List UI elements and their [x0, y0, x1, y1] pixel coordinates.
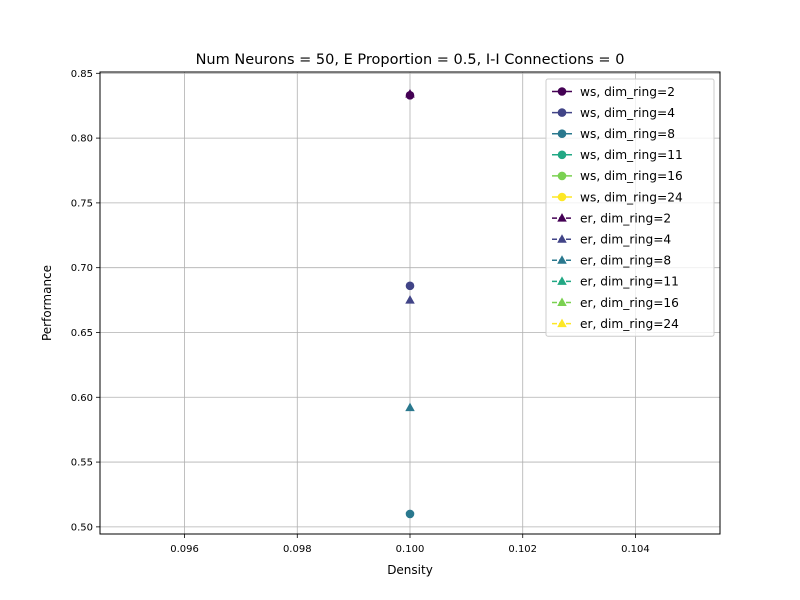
data-point [405, 89, 415, 98]
x-tick-label: 0.104 [621, 544, 650, 555]
legend-label: er, dim_ring=4 [580, 233, 671, 247]
data-point [405, 281, 415, 291]
x-tick-label: 0.100 [396, 544, 425, 555]
y-tick-label: 0.55 [71, 458, 93, 469]
legend-label: er, dim_ring=24 [580, 317, 679, 331]
x-tick-label: 0.098 [283, 544, 312, 555]
x-axis-label: Density [387, 563, 433, 577]
y-tick-label: 0.65 [71, 328, 93, 339]
y-axis-label: Performance [40, 265, 54, 341]
y-tick-label: 0.85 [71, 69, 93, 80]
data-point [405, 509, 415, 519]
y-tick-label: 0.80 [71, 134, 93, 145]
legend-marker [557, 276, 567, 285]
y-tick-label: 0.75 [71, 198, 93, 209]
legend-marker [557, 297, 567, 306]
legend-label: er, dim_ring=16 [580, 296, 679, 310]
legend-marker [557, 171, 567, 181]
x-axis-ticks: 0.096 0.098 0.100 0.102 0.104 [170, 534, 650, 555]
legend-marker [557, 108, 567, 117]
legend-marker [557, 255, 567, 264]
y-tick-label: 0.50 [71, 522, 93, 533]
chart-title: Num Neurons = 50, E Proportion = 0.5, I-… [196, 52, 625, 68]
y-axis-ticks: 0.50 0.55 0.60 0.65 0.70 0.75 0.80 0.85 [71, 69, 100, 533]
legend: ws, dim_ring=2 ws, dim_ring=4 ws, dim_ring… [545, 78, 715, 337]
legend-label: ws, dim_ring=11 [580, 148, 683, 162]
legend-label: er, dim_ring=11 [580, 275, 679, 289]
legend-marker [557, 213, 567, 222]
legend-box [545, 78, 715, 337]
legend-marker [557, 318, 567, 328]
x-tick-label: 0.096 [170, 544, 199, 555]
legend-label: ws, dim_ring=4 [580, 106, 675, 120]
y-tick-label: 0.70 [71, 263, 93, 274]
legend-marker [557, 87, 567, 96]
legend-marker [557, 192, 567, 202]
legend-marker [557, 129, 567, 138]
data-point [405, 295, 415, 304]
legend-marker [557, 234, 567, 243]
legend-label: ws, dim_ring=2 [580, 85, 675, 99]
legend-label: ws, dim_ring=24 [580, 190, 683, 204]
legend-label: ws, dim_ring=8 [580, 127, 675, 141]
legend-label: er, dim_ring=8 [580, 254, 671, 268]
legend-label: ws, dim_ring=16 [580, 169, 683, 183]
x-tick-label: 0.102 [508, 544, 537, 555]
legend-label: er, dim_ring=2 [580, 211, 671, 225]
y-tick-label: 0.60 [71, 393, 93, 404]
legend-marker [557, 150, 567, 160]
data-point [405, 402, 415, 412]
data-marks [405, 89, 415, 519]
